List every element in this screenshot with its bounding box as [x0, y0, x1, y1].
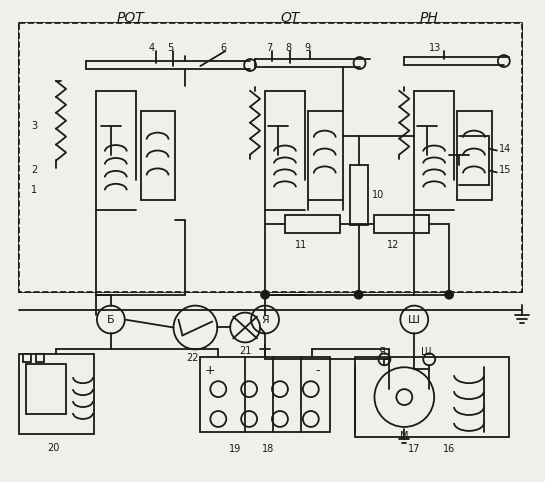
Text: 9: 9	[305, 43, 311, 53]
Text: 1: 1	[31, 185, 38, 195]
Text: Я: Я	[378, 348, 385, 357]
Bar	[285, 215, 340, 233]
Text: 16: 16	[443, 444, 455, 454]
Text: 2: 2	[31, 165, 38, 175]
Text: 7: 7	[266, 43, 272, 53]
Text: 18: 18	[262, 444, 274, 454]
Bar	[355, 357, 509, 437]
Text: 20: 20	[47, 443, 59, 453]
Text: 8: 8	[285, 43, 291, 53]
Bar	[26, 364, 66, 414]
Text: 13: 13	[429, 43, 441, 53]
Text: 12: 12	[387, 240, 400, 250]
Text: +: +	[205, 364, 216, 377]
Text: 22: 22	[186, 353, 199, 363]
Text: 10: 10	[372, 190, 384, 200]
Text: Ш: Ш	[421, 348, 432, 357]
Text: 3: 3	[31, 120, 38, 131]
Bar	[23, 354, 31, 362]
Bar	[19, 23, 522, 292]
Text: 14: 14	[499, 144, 511, 154]
Bar	[19, 23, 522, 292]
Text: 15: 15	[499, 165, 511, 175]
Bar	[36, 354, 44, 362]
Text: 4: 4	[149, 43, 155, 53]
Text: 5: 5	[167, 43, 174, 53]
Text: М: М	[400, 431, 409, 441]
Text: РН: РН	[420, 12, 439, 26]
Circle shape	[355, 291, 362, 299]
Text: Я: Я	[261, 315, 269, 324]
Bar	[201, 357, 330, 432]
Bar	[19, 23, 522, 292]
Text: РОТ: РОТ	[117, 12, 144, 26]
Text: -: -	[316, 364, 320, 377]
Text: 21: 21	[239, 347, 251, 356]
Bar	[349, 165, 367, 225]
Text: Б: Б	[107, 315, 114, 324]
Circle shape	[445, 291, 453, 299]
Text: 11: 11	[295, 240, 307, 250]
Text: 17: 17	[408, 444, 420, 454]
Bar	[19, 354, 94, 434]
Bar	[19, 23, 522, 292]
Text: 19: 19	[229, 444, 241, 454]
Text: 6: 6	[220, 43, 226, 53]
Text: ОТ: ОТ	[280, 12, 300, 26]
Text: Ш: Ш	[408, 315, 420, 324]
Circle shape	[261, 291, 269, 299]
Bar	[374, 215, 429, 233]
